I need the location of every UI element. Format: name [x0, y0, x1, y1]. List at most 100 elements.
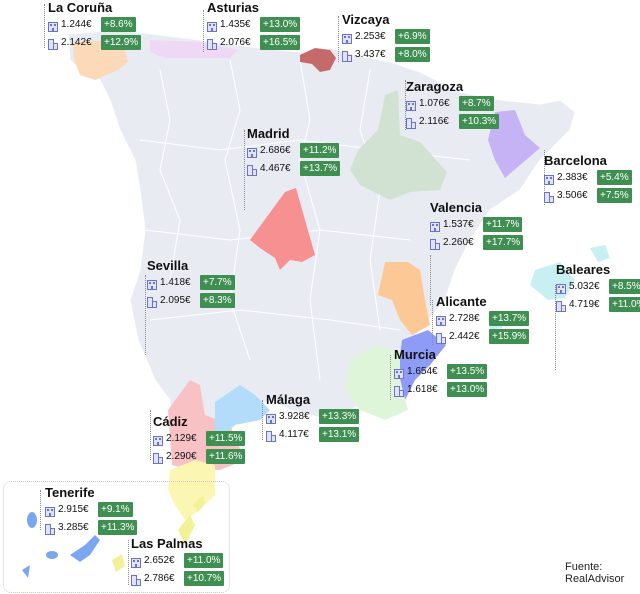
house-price: 2.290€ — [166, 451, 197, 462]
province-name: Málaga — [266, 392, 311, 407]
province-name: Cádiz — [153, 414, 188, 429]
province-name: Asturias — [207, 0, 260, 15]
apartment-icon — [436, 313, 446, 326]
province-name: Baleares — [556, 262, 611, 277]
province-malaga-shape — [215, 385, 270, 440]
apartment-icon — [153, 433, 163, 446]
leader-las-palmas — [128, 540, 129, 585]
leader-sevilla — [145, 275, 146, 355]
apartment-price: 1.435€ — [220, 19, 251, 30]
house-change-badge: +10.7% — [184, 571, 225, 586]
apartment-change-badge: +11.0% — [184, 553, 224, 568]
apartment-change-badge: +13.5% — [447, 364, 488, 379]
building-icon — [153, 451, 163, 464]
leader-la-coruna — [44, 4, 45, 48]
leader-vizcaya — [338, 16, 339, 62]
house-change-badge: +15.9% — [489, 329, 530, 344]
apartment-change-badge: +8.6% — [101, 17, 136, 32]
label-sevilla: Sevilla 1.418€ +7.7% 2.095€ +8.3% — [147, 258, 235, 309]
building-icon — [266, 429, 276, 442]
house-change-badge: +16.5% — [260, 35, 301, 50]
province-asturias-shape — [150, 40, 238, 58]
leader-zaragoza — [405, 80, 406, 130]
house-change-badge: +17.7% — [483, 235, 524, 250]
building-icon — [430, 237, 440, 250]
apartment-price: 2.915€ — [58, 504, 89, 515]
house-change-badge: +8.0% — [395, 47, 430, 62]
building-icon — [394, 384, 404, 397]
house-change-badge: +13.0% — [447, 382, 488, 397]
apartment-icon — [45, 504, 55, 517]
province-murcia-shape — [345, 345, 408, 420]
house-price: 2.260€ — [443, 237, 474, 248]
house-change-badge: +12.9% — [101, 35, 142, 50]
apartment-icon — [131, 555, 141, 568]
house-change-badge: +8.3% — [200, 293, 235, 308]
apartment-price: 2.253€ — [355, 31, 386, 42]
province-name: Barcelona — [544, 153, 607, 168]
province-name: Madrid — [247, 126, 290, 141]
province-name: Alicante — [436, 294, 487, 309]
house-change-badge: +11.0% — [609, 297, 640, 312]
apartment-price: 2.728€ — [449, 313, 480, 324]
apartment-icon — [430, 219, 440, 232]
house-change-badge: +13.7% — [300, 161, 341, 176]
apartment-change-badge: +7.7% — [200, 275, 235, 290]
province-madrid-shape — [250, 188, 315, 270]
label-baleares: Baleares 5.032€ +8.5% 4.719€ +11.0% — [556, 262, 640, 313]
label-barcelona: Barcelona 2.383€ +5.4% 3.506€ +7.5% — [544, 153, 632, 204]
leader-asturias — [203, 10, 204, 52]
label-las-palmas: Las Palmas 2.652€ +11.0% 2.786€ +10.7% — [131, 536, 225, 587]
house-change-badge: +10.3% — [459, 114, 500, 129]
leader-tenerife — [40, 490, 41, 530]
menorca-shape — [590, 245, 610, 262]
label-madrid: Madrid 2.686€ +11.2% 4.467€ +13.7% — [247, 126, 341, 177]
apartment-price: 2.652€ — [144, 555, 175, 566]
apartment-change-badge: +8.7% — [459, 96, 494, 111]
province-name: La Coruña — [48, 0, 113, 15]
house-price: 3.437€ — [355, 49, 386, 60]
label-la-coruna: La Coruña 1.244€ +8.6% 2.142€ +12.9% — [48, 0, 142, 51]
house-price: 1.618€ — [407, 384, 438, 395]
building-icon — [207, 37, 217, 50]
leader-valencia — [430, 255, 431, 305]
apartment-icon — [207, 19, 217, 32]
label-alicante: Alicante 2.728€ +13.7% 2.442€ +15.9% — [436, 294, 530, 345]
province-name: Valencia — [430, 200, 483, 215]
apartment-price: 2.383€ — [557, 172, 588, 183]
building-icon — [544, 190, 554, 203]
apartment-price: 1.537€ — [443, 219, 474, 230]
province-sevilla-shape — [168, 380, 245, 470]
house-price: 2.076€ — [220, 37, 251, 48]
province-zaragoza-shape — [350, 90, 447, 200]
canary-islands — [22, 495, 205, 578]
province-borders — [139, 59, 471, 381]
leader-baleares — [555, 285, 556, 370]
building-icon — [48, 37, 58, 50]
province-name: Las Palmas — [131, 536, 203, 551]
apartment-icon — [556, 281, 566, 294]
province-la-coruna-shape — [73, 40, 128, 80]
house-price: 2.442€ — [449, 331, 480, 342]
building-icon — [342, 49, 352, 62]
label-asturias: Asturias 1.435€ +13.0% 2.076€ +16.5% — [207, 0, 301, 51]
apartment-price: 3.928€ — [279, 411, 310, 422]
apartment-price: 2.686€ — [260, 145, 291, 156]
house-price: 2.786€ — [144, 573, 175, 584]
apartment-change-badge: +13.0% — [260, 17, 301, 32]
label-zaragoza: Zaragoza 1.076€ +8.7% 2.116€ +10.3% — [406, 79, 500, 130]
house-change-badge: +11.6% — [206, 449, 246, 464]
apartment-change-badge: +13.7% — [489, 311, 530, 326]
leader-cadiz — [150, 410, 151, 460]
province-valencia-shape — [378, 262, 430, 335]
label-tenerife: Tenerife 2.915€ +9.1% 3.285€ +11.3% — [45, 485, 138, 536]
apartment-change-badge: +11.5% — [206, 431, 246, 446]
house-change-badge: +13.1% — [319, 427, 360, 442]
province-name: Tenerife — [45, 485, 95, 500]
house-change-badge: +7.5% — [597, 188, 632, 203]
province-alicante-shape — [398, 330, 446, 400]
province-barcelona-shape — [488, 110, 540, 178]
apartment-price: 1.418€ — [160, 277, 191, 288]
leader-malaga — [262, 400, 263, 440]
